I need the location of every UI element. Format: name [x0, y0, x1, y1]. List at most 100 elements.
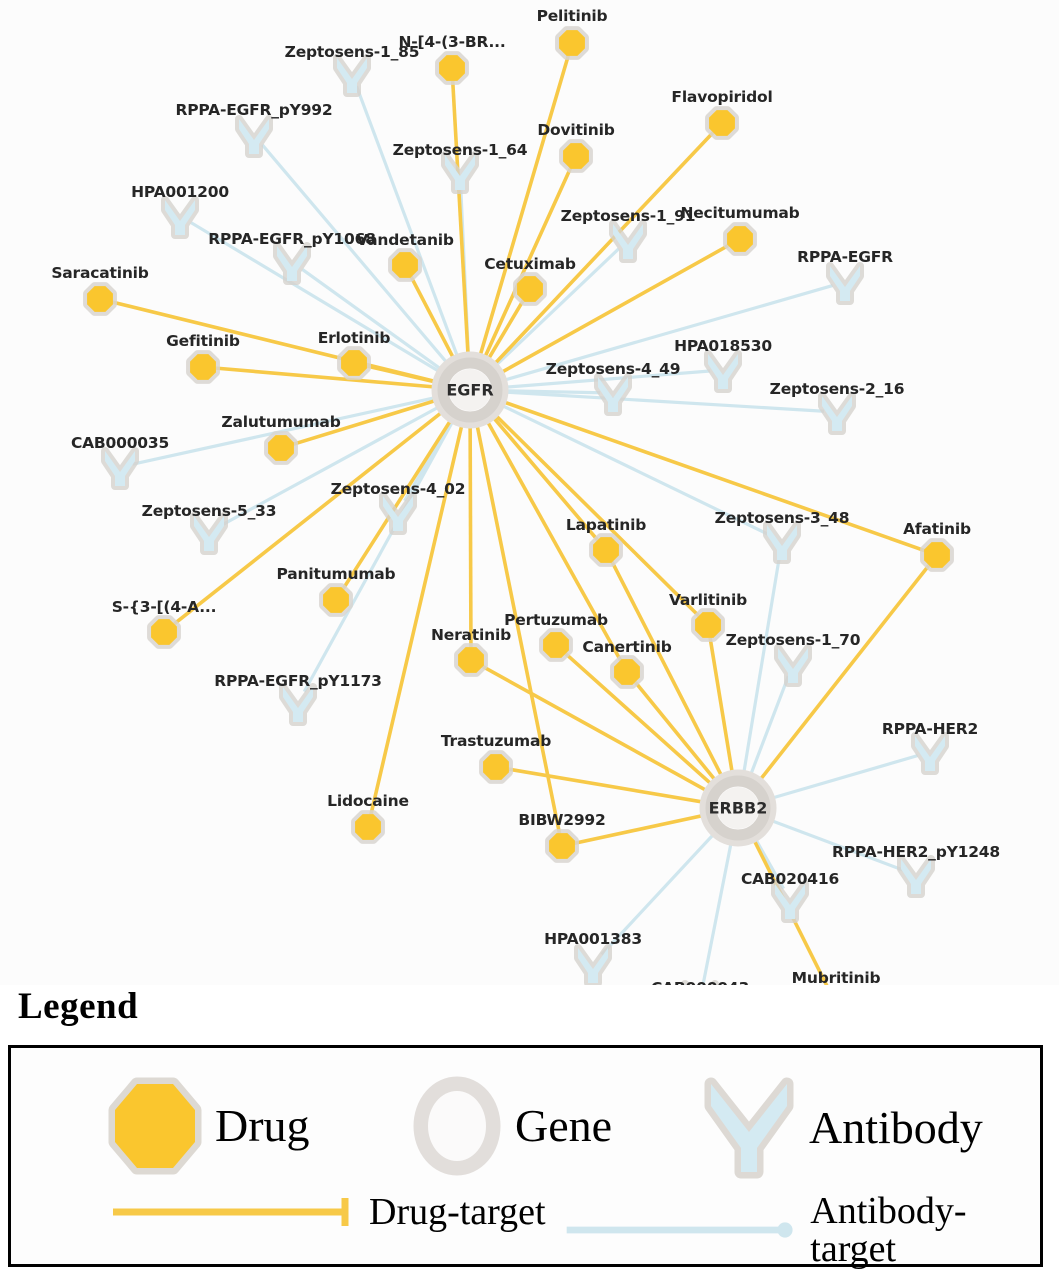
antibody-target-edge: [744, 675, 790, 789]
drug-node[interactable]: [723, 222, 757, 256]
antibody-node-body: [283, 687, 313, 722]
antibody-target-edge: [489, 398, 771, 537]
antibody-target-edge: [700, 829, 736, 988]
antibody-node[interactable]: [911, 732, 949, 775]
drug-node[interactable]: [691, 608, 725, 642]
drug-target-edge: [481, 664, 720, 799]
drug-node-body: [323, 587, 349, 613]
drug-node[interactable]: [589, 533, 623, 567]
nodes-layer: [83, 26, 954, 1000]
antibody-node[interactable]: [279, 683, 317, 726]
drug-node[interactable]: [186, 350, 220, 384]
drug-node[interactable]: [705, 106, 739, 140]
drug-target-edge: [341, 407, 460, 591]
antibody-node[interactable]: [897, 855, 935, 898]
antibody-node-body: [165, 200, 195, 235]
drug-node-body: [439, 55, 465, 81]
gene-node-ring: [705, 775, 771, 841]
drug-target-edge: [484, 404, 701, 618]
antibody-target-edge: [261, 143, 458, 375]
antibody-node[interactable]: [574, 944, 612, 987]
drug-node-body: [341, 350, 367, 376]
antibody-node[interactable]: [609, 220, 647, 263]
drug-node-body: [709, 110, 735, 136]
antibody-node-body: [578, 948, 608, 983]
antibody-node[interactable]: [818, 392, 856, 435]
antibody-node[interactable]: [774, 644, 812, 687]
drug-target-edge: [472, 411, 562, 834]
drug-node-body: [517, 276, 543, 302]
drug-node[interactable]: [147, 615, 181, 649]
antibody-node[interactable]: [101, 447, 139, 490]
drug-node[interactable]: [479, 750, 513, 784]
legend-label-antibody-target: Antibody-target: [810, 1190, 967, 1270]
legend-label-antibody: Antibody: [809, 1102, 983, 1153]
gene-node[interactable]: [431, 351, 509, 429]
drug-node[interactable]: [513, 272, 547, 306]
drug-target-edge: [508, 767, 717, 807]
drug-node[interactable]: [264, 431, 298, 465]
drug-node-body: [563, 143, 589, 169]
drug-node[interactable]: [555, 26, 589, 60]
antibody-target-edge: [355, 85, 464, 370]
antibody-node-body: [901, 859, 931, 894]
drug-node[interactable]: [435, 51, 469, 85]
antibody-node-body: [598, 377, 628, 412]
drug-target-edge: [468, 411, 473, 648]
drug-node-body: [355, 814, 381, 840]
drug-node[interactable]: [539, 628, 573, 662]
antibody-node-body: [915, 736, 945, 771]
antibody-target-edge: [484, 247, 620, 377]
antibody-node-body: [105, 451, 135, 486]
network-graph-svg: [83, 26, 954, 1000]
legend-shape-row: Drug Gene Antibody: [11, 1058, 1040, 1179]
drug-target-edge: [488, 243, 730, 381]
drug-node[interactable]: [337, 346, 371, 380]
drug-node[interactable]: [920, 538, 954, 572]
drug-node-body: [483, 754, 509, 780]
antibody-node[interactable]: [704, 350, 742, 393]
drug-node[interactable]: [83, 282, 117, 316]
antibody-node[interactable]: [235, 115, 273, 158]
antibody-node-body: [778, 648, 808, 683]
antibody-target-edge: [301, 268, 454, 379]
legend-label-drug: Drug: [215, 1100, 310, 1151]
antibody-target-edge: [219, 399, 452, 528]
drug-node-body: [458, 647, 484, 673]
antibody-target-edge: [490, 284, 833, 386]
antibody-node[interactable]: [771, 880, 809, 923]
drug-node[interactable]: [388, 248, 422, 282]
legend-item-gene: Gene: [411, 1076, 612, 1176]
drug-node[interactable]: [545, 829, 579, 863]
antibody-target-edge: [190, 221, 452, 381]
antibody-node[interactable]: [190, 512, 228, 555]
drug-target-edge: [369, 411, 467, 815]
gene-icon: [413, 1076, 501, 1176]
drug-node[interactable]: [610, 655, 644, 689]
legend-label-drug-target: Drug-target: [369, 1191, 546, 1233]
gene-node[interactable]: [699, 769, 777, 847]
antibody-node[interactable]: [594, 373, 632, 416]
antibody-node[interactable]: [441, 151, 479, 194]
drug-node[interactable]: [454, 643, 488, 677]
drug-target-edge: [708, 637, 737, 787]
antibody-node[interactable]: [763, 521, 801, 564]
drug-node[interactable]: [351, 810, 385, 844]
drug-node[interactable]: [559, 139, 593, 173]
drug-target-edge: [292, 394, 450, 446]
drug-node-body: [559, 30, 585, 56]
antibody-node[interactable]: [826, 262, 864, 305]
drug-node-body: [593, 537, 619, 563]
antibody-node-body: [775, 884, 805, 919]
antibody-node[interactable]: [161, 196, 199, 239]
antibody-node[interactable]: [333, 54, 371, 97]
antibody-node-body: [822, 396, 852, 431]
antibody-node-body: [239, 119, 269, 154]
drug-node[interactable]: [319, 583, 353, 617]
drug-target-edge: [574, 810, 717, 846]
antibody-node[interactable]: [273, 242, 311, 285]
drug-node-body: [727, 226, 753, 252]
drug-target-edge: [564, 652, 723, 795]
drug-target-edge: [490, 395, 926, 553]
antibody-node[interactable]: [379, 492, 417, 535]
